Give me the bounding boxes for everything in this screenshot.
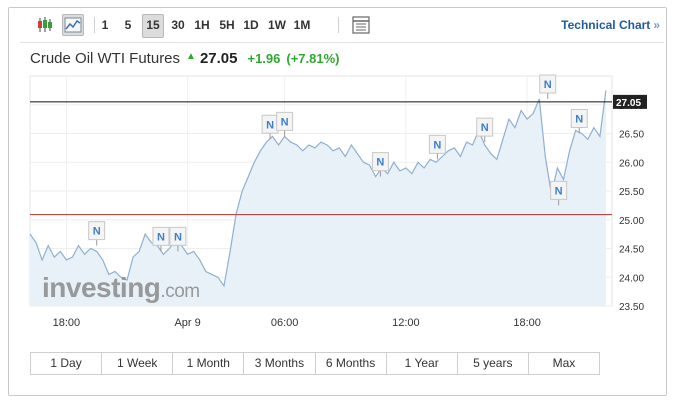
range-button-1-year[interactable]: 1 Year xyxy=(387,353,458,374)
news-marker-label: N xyxy=(575,114,583,126)
last-price-tag xyxy=(613,94,647,109)
y-tick-label: 26.50 xyxy=(619,130,644,141)
news-marker[interactable] xyxy=(550,180,568,200)
quote-header: Crude Oil WTI Futures ▲ 27.05 +1.96 (+7.… xyxy=(30,50,340,70)
news-marker[interactable] xyxy=(371,152,389,172)
y-tick-label: 26.00 xyxy=(619,158,644,169)
news-marker-label: N xyxy=(266,119,274,131)
news-marker-label: N xyxy=(544,79,552,91)
price-area xyxy=(30,90,606,307)
interval-button-1w[interactable]: 1W xyxy=(268,18,286,32)
range-selector: 1 Day 1 Week 1 Month 3 Months 6 Months 1 Year… xyxy=(30,352,600,375)
interval-button-1m[interactable]: 1M xyxy=(293,18,311,32)
x-tick-label: 12:00 xyxy=(392,317,420,329)
news-marker-label: N xyxy=(481,122,489,134)
watermark-brand: investing xyxy=(42,272,160,303)
news-marker[interactable] xyxy=(476,117,494,137)
range-button-5-years[interactable]: 5 years xyxy=(458,353,529,374)
news-marker-label: N xyxy=(157,231,165,243)
technical-chart-link[interactable]: Technical Chart» xyxy=(561,18,660,32)
interval-button-5h[interactable]: 5H xyxy=(219,18,235,32)
range-button-6-months[interactable]: 6 Months xyxy=(316,353,387,374)
range-button-3-months[interactable]: 3 Months xyxy=(244,353,316,374)
toolbar-separator xyxy=(338,17,339,33)
range-button-1-day[interactable]: 1 Day xyxy=(31,353,103,374)
toolbar-separator xyxy=(94,17,95,33)
last-price-tag-label: 27.05 xyxy=(616,98,641,109)
x-tick-label: 06:00 xyxy=(271,317,299,329)
news-marker[interactable] xyxy=(88,221,106,241)
price-change-percent: (+7.81%) xyxy=(286,51,340,66)
news-marker-label: N xyxy=(433,139,441,151)
x-tick-label: 18:00 xyxy=(53,317,81,329)
interval-button-1[interactable]: 1 xyxy=(101,18,109,32)
range-button-1-week[interactable]: 1 Week xyxy=(102,353,174,374)
interval-button-15[interactable]: 15 xyxy=(142,14,164,38)
table-view-icon[interactable] xyxy=(350,14,372,36)
header-divider xyxy=(20,42,664,43)
price-change: +1.96 xyxy=(247,51,281,66)
investing-watermark-logo: investing.com xyxy=(42,272,200,303)
news-marker-label: N xyxy=(174,231,182,243)
x-tick-label: 18:00 xyxy=(513,317,541,329)
x-tick-label: Apr 9 xyxy=(174,317,200,329)
technical-chart-label: Technical Chart xyxy=(561,18,651,32)
chart-toolbar: 1 5 15 30 1H 5H 1D 1W 1M xyxy=(20,14,664,38)
range-button-1-month[interactable]: 1 Month xyxy=(173,353,245,374)
interval-button-5[interactable]: 5 xyxy=(124,18,132,32)
y-tick-label: 25.50 xyxy=(619,187,644,198)
price-line xyxy=(29,90,607,288)
news-marker-label: N xyxy=(93,226,101,238)
candlestick-icon[interactable] xyxy=(34,14,56,36)
interval-button-1h[interactable]: 1H xyxy=(194,18,210,32)
chevron-right-icon: » xyxy=(653,18,660,32)
news-marker[interactable] xyxy=(570,109,588,128)
news-marker[interactable] xyxy=(428,134,446,154)
news-marker[interactable] xyxy=(152,226,170,246)
news-marker-label: N xyxy=(376,157,384,169)
y-tick-label: 24.00 xyxy=(619,273,644,284)
y-tick-label: 24.50 xyxy=(619,245,644,256)
range-button-max[interactable]: Max xyxy=(552,356,576,370)
news-marker-label: N xyxy=(555,185,563,197)
line-chart-icon[interactable] xyxy=(62,14,84,36)
instrument-name: Crude Oil WTI Futures xyxy=(30,50,181,67)
last-price: 27.05 xyxy=(199,50,238,67)
interval-button-1d[interactable]: 1D xyxy=(243,18,259,32)
news-marker[interactable] xyxy=(276,111,294,131)
interval-button-30[interactable]: 30 xyxy=(171,18,185,32)
news-marker-label: N xyxy=(281,116,289,128)
y-tick-label: 25.00 xyxy=(619,216,644,227)
news-marker[interactable] xyxy=(169,226,187,246)
watermark-suffix: .com xyxy=(160,281,199,302)
up-arrow-icon: ▲ xyxy=(186,51,196,62)
y-tick-label: 23.50 xyxy=(619,302,644,313)
news-marker[interactable] xyxy=(539,74,557,94)
